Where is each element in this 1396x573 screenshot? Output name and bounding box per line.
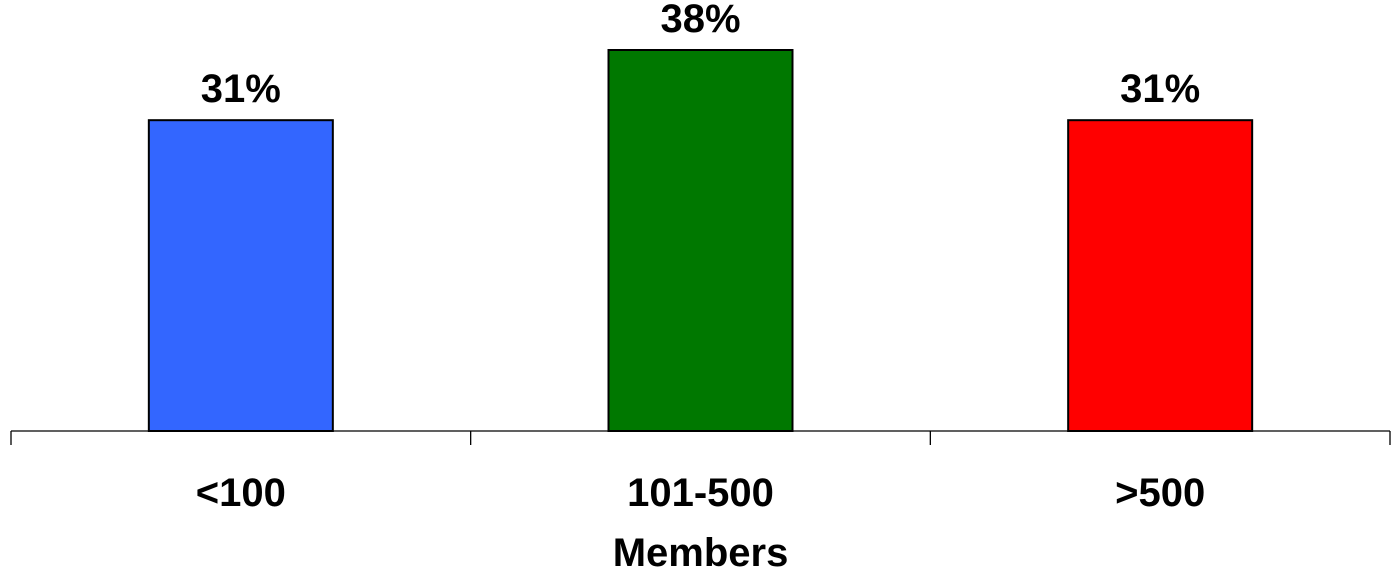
x-axis-title: Members xyxy=(613,531,789,573)
category-label: 101-500 xyxy=(627,471,774,515)
bar-1 xyxy=(147,119,334,433)
bars-group xyxy=(147,49,1254,433)
category-labels-group: <100 101-500 >500 xyxy=(196,471,1205,515)
bar-value-label: 31% xyxy=(201,67,281,111)
bar-3 xyxy=(1067,119,1254,433)
bar-value-label: 31% xyxy=(1120,67,1200,111)
bar-2 xyxy=(607,49,794,432)
category-label: <100 xyxy=(196,471,286,515)
value-labels-group: 31% 38% 31% xyxy=(201,0,1200,111)
x-axis-ticks xyxy=(10,431,1391,445)
category-label: >500 xyxy=(1115,471,1205,515)
bar-value-label: 38% xyxy=(660,0,740,41)
